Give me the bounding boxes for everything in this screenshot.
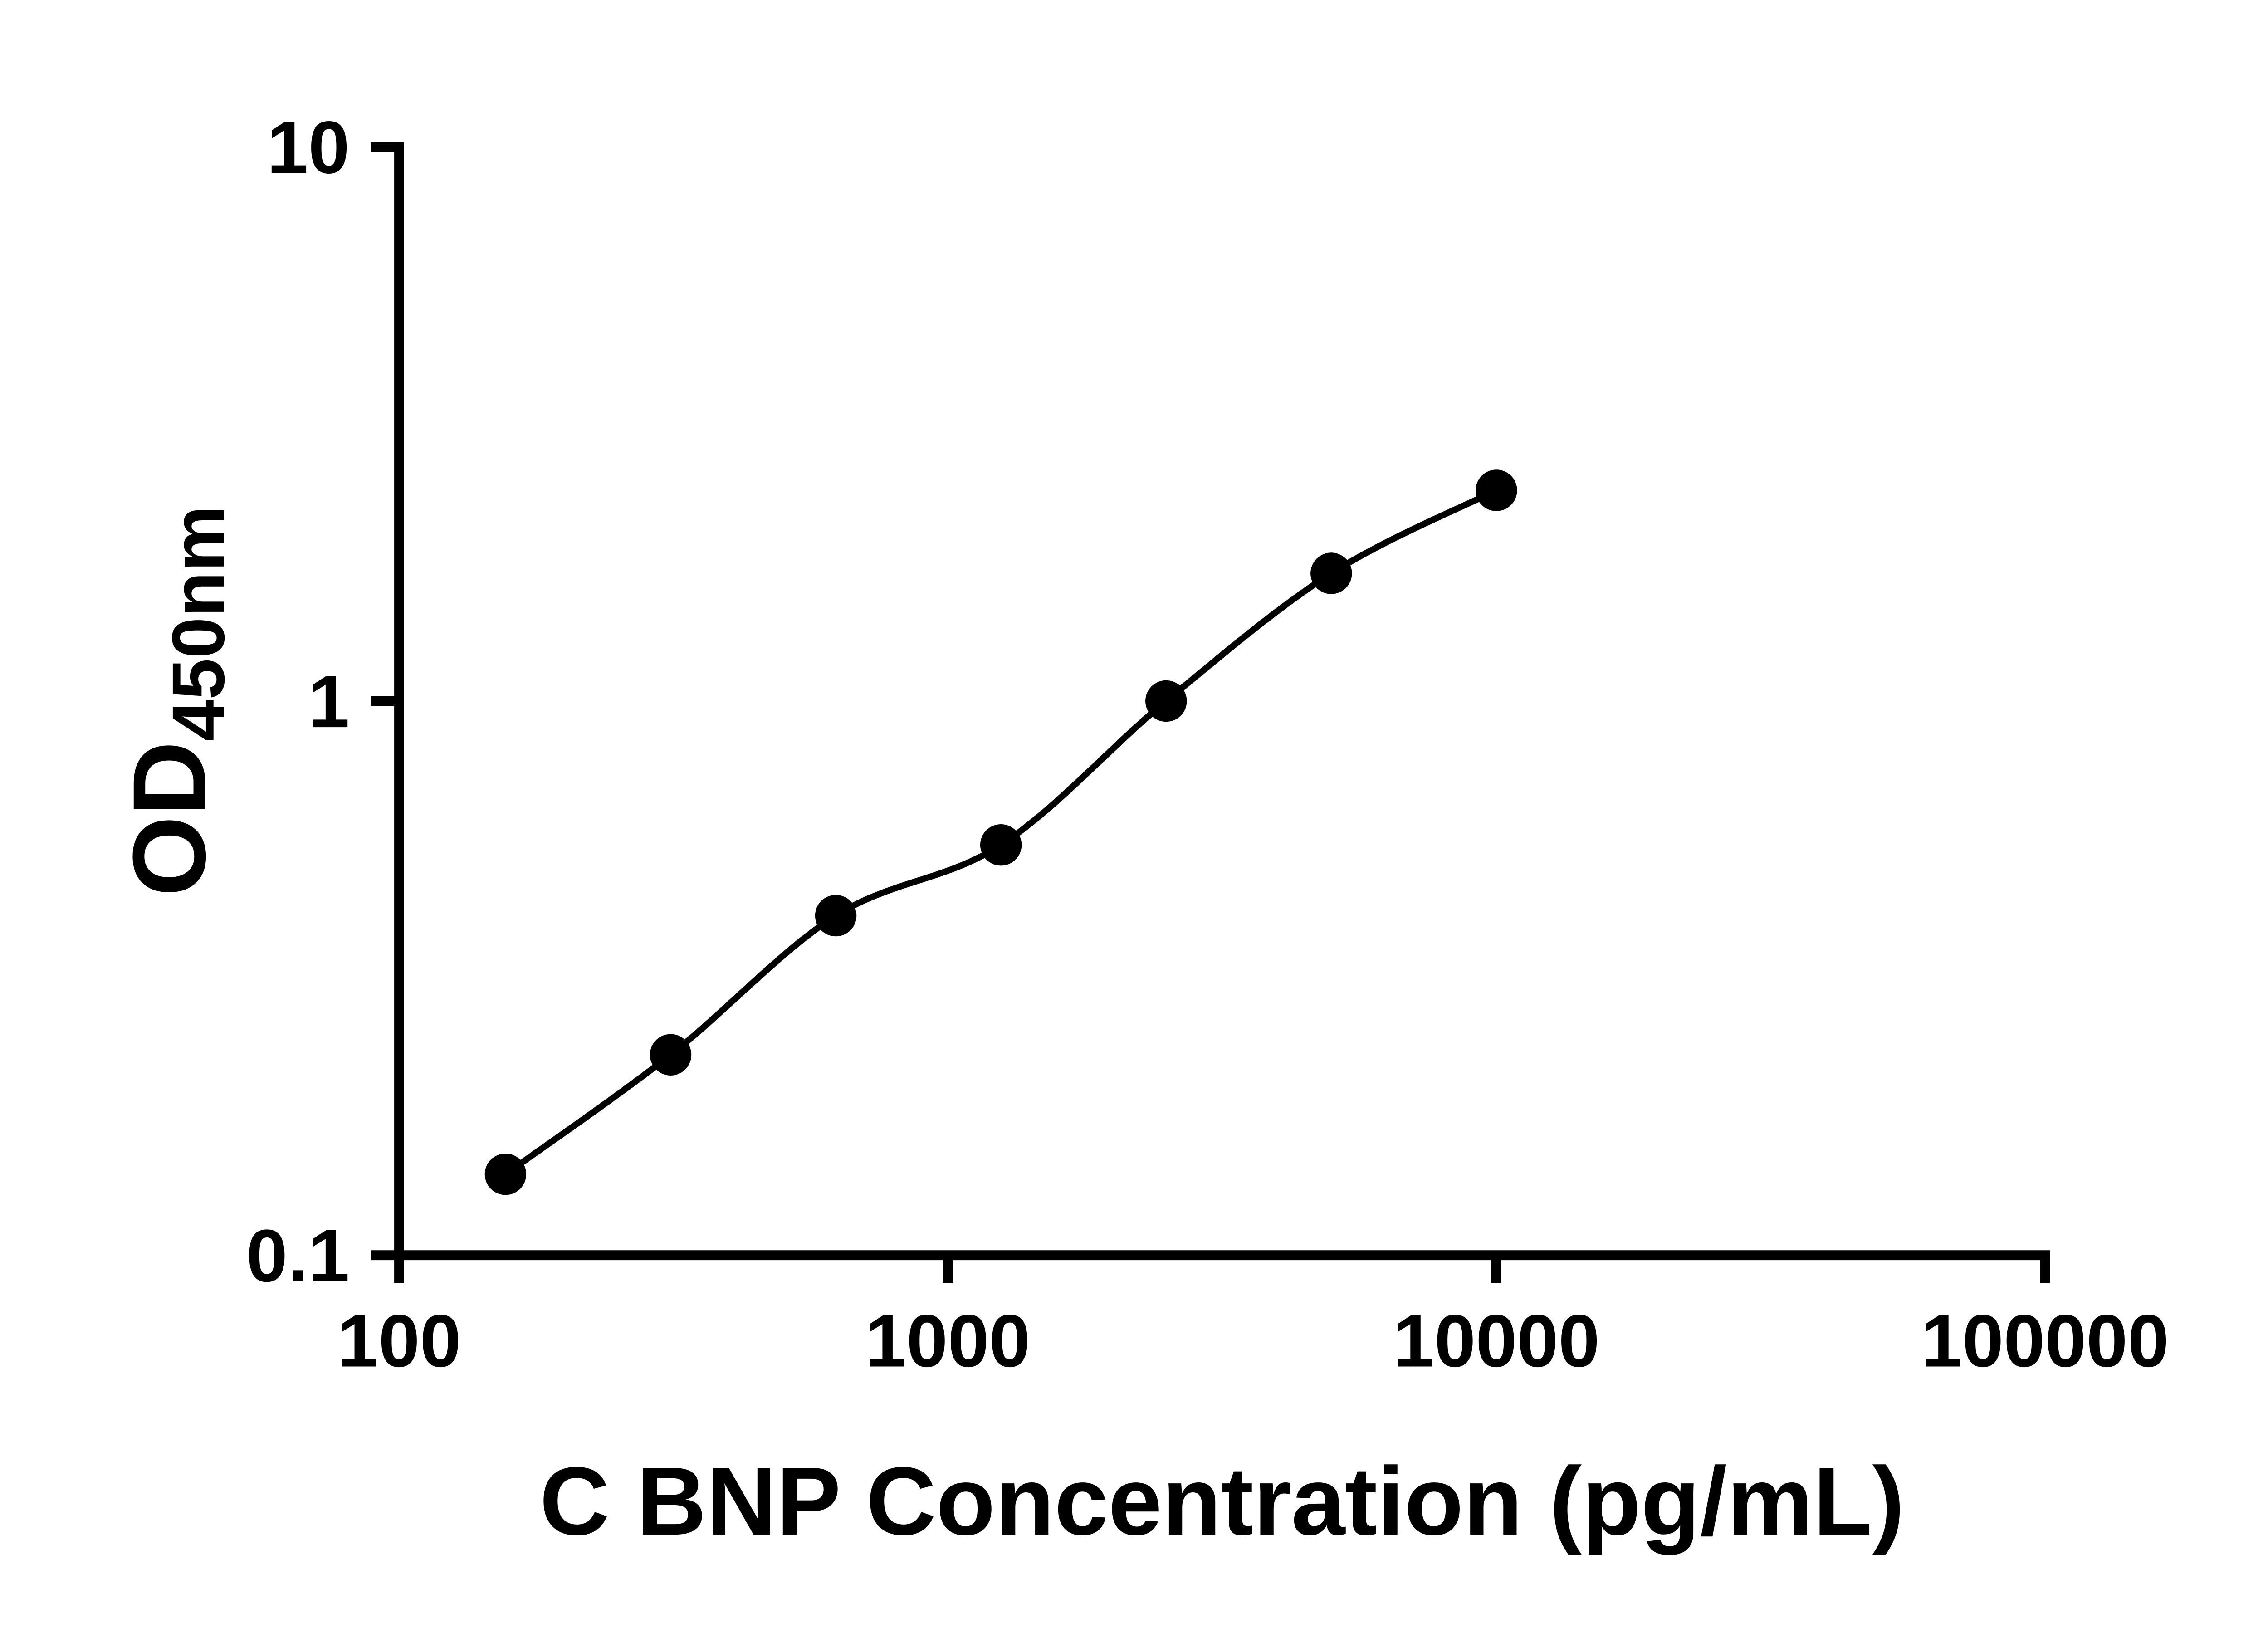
y-tick-label: 1: [308, 660, 350, 743]
data-point: [1145, 680, 1187, 722]
data-point: [980, 824, 1022, 866]
x-tick-label: 100: [337, 1300, 461, 1383]
data-point: [1310, 552, 1352, 594]
data-point: [650, 1034, 692, 1076]
y-tick-label: 10: [267, 106, 349, 189]
x-axis-title: C BNP Concentration (pg/mL): [540, 1447, 1905, 1555]
y-tick-label: 0.1: [246, 1214, 350, 1297]
y-axis-title-main: OD: [112, 741, 227, 897]
x-tick-label: 1000: [865, 1300, 1031, 1383]
y-axis-title-subscript: 450nm: [157, 506, 240, 741]
y-axis-title: OD450nm: [112, 506, 240, 897]
data-point: [815, 895, 857, 937]
x-tick-label: 10000: [1393, 1300, 1600, 1383]
data-point: [484, 1153, 527, 1195]
data-point: [1476, 469, 1517, 511]
x-tick-label: 100000: [1921, 1300, 2169, 1383]
